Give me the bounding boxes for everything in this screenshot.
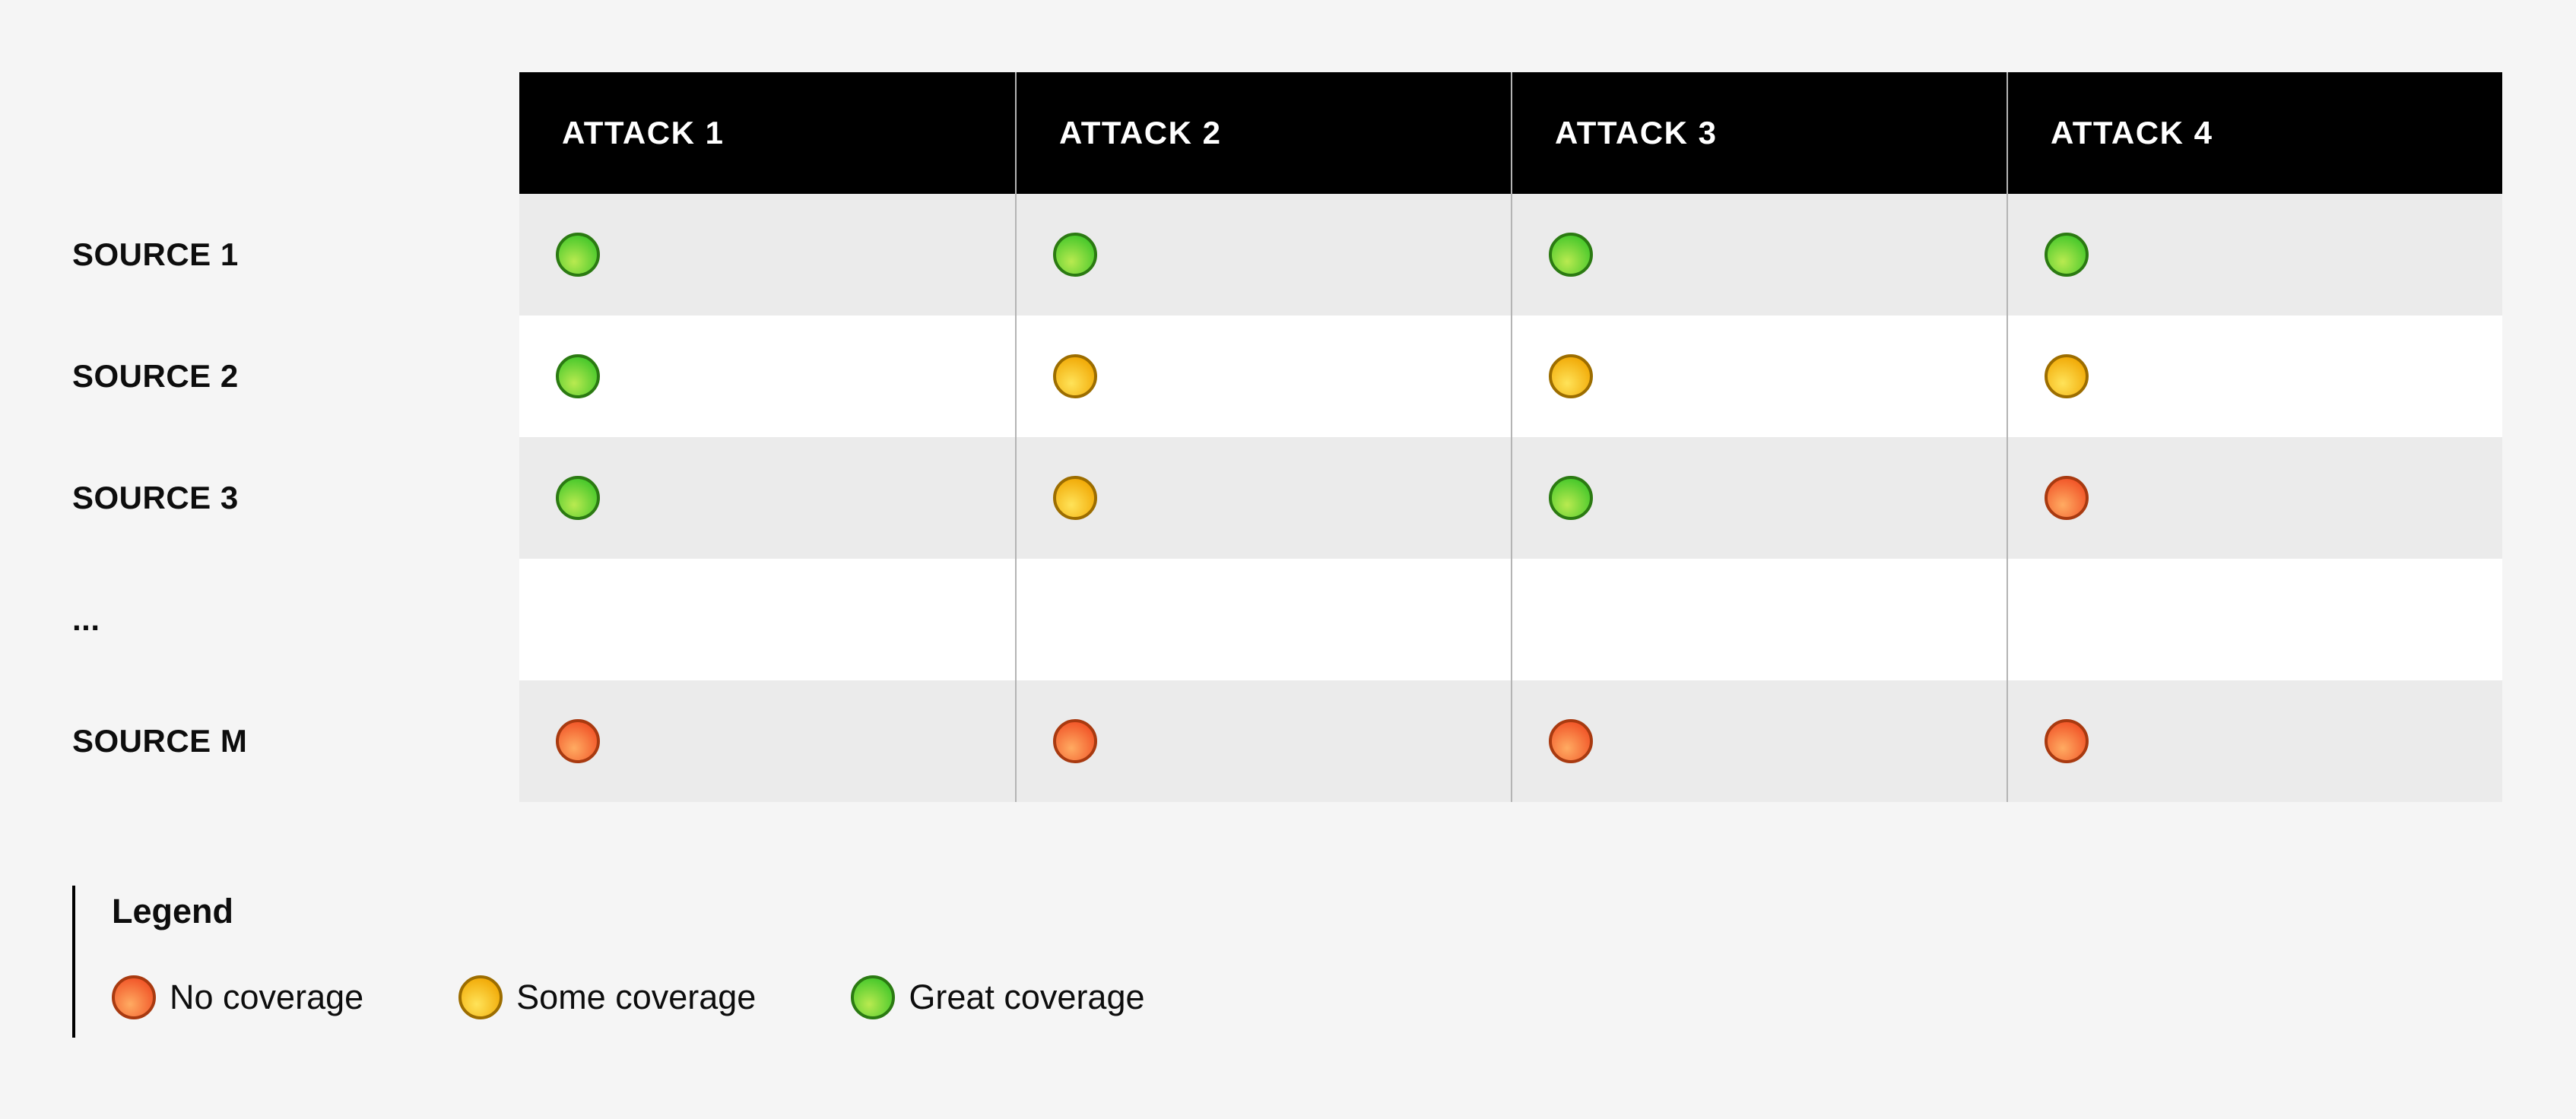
legend-item-none: No coverage bbox=[112, 975, 363, 1019]
legend-item-great: Great coverage bbox=[851, 975, 1145, 1019]
matrix-cell bbox=[1015, 315, 1511, 437]
matrix-cell bbox=[2007, 559, 2502, 680]
coverage-dot-some bbox=[1053, 354, 1097, 398]
column-header-label: ATTACK 1 bbox=[562, 115, 725, 151]
legend: Legend No coverage Some coverage Great cov… bbox=[72, 886, 1145, 1038]
coverage-dot-some bbox=[2045, 354, 2089, 398]
row-label-text: SOURCE 2 bbox=[72, 358, 239, 394]
row-label-1: SOURCE 1 bbox=[72, 194, 519, 315]
legend-items: No coverage Some coverage Great coverage bbox=[112, 975, 1145, 1019]
coverage-dot-great bbox=[1549, 476, 1593, 520]
matrix-cell bbox=[1511, 315, 2007, 437]
row-label-4: ... bbox=[72, 559, 519, 680]
matrix-cell bbox=[519, 194, 1015, 315]
coverage-dot-none bbox=[1549, 719, 1593, 763]
legend-dot-none bbox=[112, 975, 156, 1019]
matrix-cell bbox=[1015, 559, 1511, 680]
column-header-attack-2: ATTACK 2 bbox=[1015, 72, 1511, 194]
coverage-dot-great bbox=[1549, 233, 1593, 277]
matrix-corner-spacer bbox=[72, 72, 519, 194]
matrix-cell bbox=[2007, 437, 2502, 559]
column-header-attack-1: ATTACK 1 bbox=[519, 72, 1015, 194]
row-label-text: ... bbox=[72, 601, 100, 637]
legend-dot-great bbox=[851, 975, 896, 1019]
column-header-label: ATTACK 3 bbox=[1555, 115, 1718, 151]
column-header-attack-4: ATTACK 4 bbox=[2007, 72, 2502, 194]
coverage-dot-none bbox=[1053, 719, 1097, 763]
column-header-label: ATTACK 4 bbox=[2051, 115, 2213, 151]
row-label-5: SOURCE M bbox=[72, 680, 519, 802]
matrix-cell bbox=[2007, 680, 2502, 802]
coverage-dot-none bbox=[2045, 719, 2089, 763]
legend-dot-some bbox=[458, 975, 503, 1019]
coverage-dot-great bbox=[556, 233, 600, 277]
row-label-text: SOURCE 1 bbox=[72, 236, 239, 272]
matrix-cell bbox=[2007, 315, 2502, 437]
matrix-cell bbox=[1015, 680, 1511, 802]
matrix-cell bbox=[1511, 680, 2007, 802]
coverage-dot-some bbox=[1053, 476, 1097, 520]
coverage-dot-great bbox=[2045, 233, 2089, 277]
matrix-cell bbox=[2007, 194, 2502, 315]
matrix-cell bbox=[519, 437, 1015, 559]
matrix-cell bbox=[519, 559, 1015, 680]
row-label-text: SOURCE 3 bbox=[72, 480, 239, 515]
matrix-cell bbox=[1015, 437, 1511, 559]
row-label-text: SOURCE M bbox=[72, 723, 248, 759]
matrix-cell bbox=[519, 680, 1015, 802]
matrix-cell bbox=[1511, 437, 2007, 559]
coverage-matrix: ATTACK 1 ATTACK 2 ATTACK 3 ATTACK 4 SOURCE 1… bbox=[72, 72, 2502, 802]
matrix-cell bbox=[519, 315, 1015, 437]
column-header-attack-3: ATTACK 3 bbox=[1511, 72, 2007, 194]
row-label-3: SOURCE 3 bbox=[72, 437, 519, 559]
legend-item-label: Some coverage bbox=[516, 978, 757, 1016]
coverage-dot-some bbox=[1549, 354, 1593, 398]
column-header-label: ATTACK 2 bbox=[1059, 115, 1222, 151]
legend-item-some: Some coverage bbox=[458, 975, 756, 1019]
legend-item-label: No coverage bbox=[170, 978, 364, 1016]
matrix-cell bbox=[1511, 194, 2007, 315]
matrix-cell bbox=[1015, 194, 1511, 315]
row-label-2: SOURCE 2 bbox=[72, 315, 519, 437]
coverage-dot-none bbox=[556, 719, 600, 763]
coverage-dot-none bbox=[2045, 476, 2089, 520]
legend-title: Legend bbox=[112, 892, 234, 930]
matrix-cell bbox=[1511, 559, 2007, 680]
coverage-dot-great bbox=[556, 476, 600, 520]
legend-item-label: Great coverage bbox=[909, 978, 1145, 1016]
coverage-dot-great bbox=[556, 354, 600, 398]
coverage-dot-great bbox=[1053, 233, 1097, 277]
